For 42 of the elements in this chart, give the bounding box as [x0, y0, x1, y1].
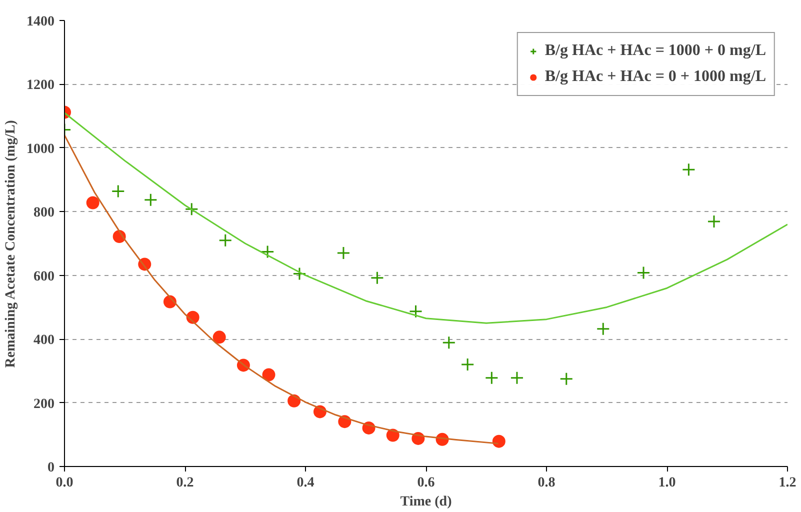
x-axis-title: Time (d)	[400, 494, 452, 510]
point	[212, 330, 226, 344]
y-tick-label: 0	[48, 460, 54, 476]
point	[460, 358, 474, 372]
point	[442, 336, 456, 350]
x-tick-label: 1.0	[658, 476, 676, 490]
y-tick-label: 1200	[26, 78, 54, 94]
point	[370, 271, 384, 285]
point	[636, 266, 650, 280]
point	[492, 434, 506, 448]
y-tick-label: 1400	[26, 14, 54, 30]
point	[484, 371, 498, 385]
y-tick-label: 400	[34, 333, 54, 348]
point	[409, 304, 423, 318]
point	[596, 322, 610, 336]
legend-label: B/g HAc + HAc = 0 + 1000 mg/L	[544, 68, 766, 86]
point	[510, 371, 524, 385]
point	[336, 246, 350, 260]
x-tick-label: 0.6	[417, 476, 435, 490]
legend-label: B/g HAc + HAc = 1000 + 0 mg/L	[544, 42, 766, 60]
point	[86, 196, 100, 210]
point	[386, 428, 400, 442]
y-tick-label: 600	[34, 269, 54, 284]
point	[218, 234, 232, 248]
y-axis-title: Remaining Acetate Concentration (mg/L)	[4, 120, 18, 368]
x-tick-label: 0.0	[56, 476, 74, 490]
y-tick-label: 800	[34, 206, 54, 221]
point	[262, 368, 276, 382]
x-tick-label: 0.2	[176, 476, 194, 490]
y-tick-label: 1000	[26, 142, 54, 157]
point	[144, 193, 158, 207]
x-tick-label: 0.8	[538, 476, 556, 490]
point	[292, 267, 306, 281]
point	[682, 162, 696, 176]
point	[707, 214, 721, 228]
x-tick-label: 1.2	[778, 476, 796, 490]
point	[260, 245, 274, 259]
y-tick-label: 200	[34, 396, 54, 412]
point	[111, 184, 125, 198]
point	[560, 372, 574, 386]
point	[184, 202, 198, 216]
x-tick-label: 0.4	[296, 476, 314, 490]
